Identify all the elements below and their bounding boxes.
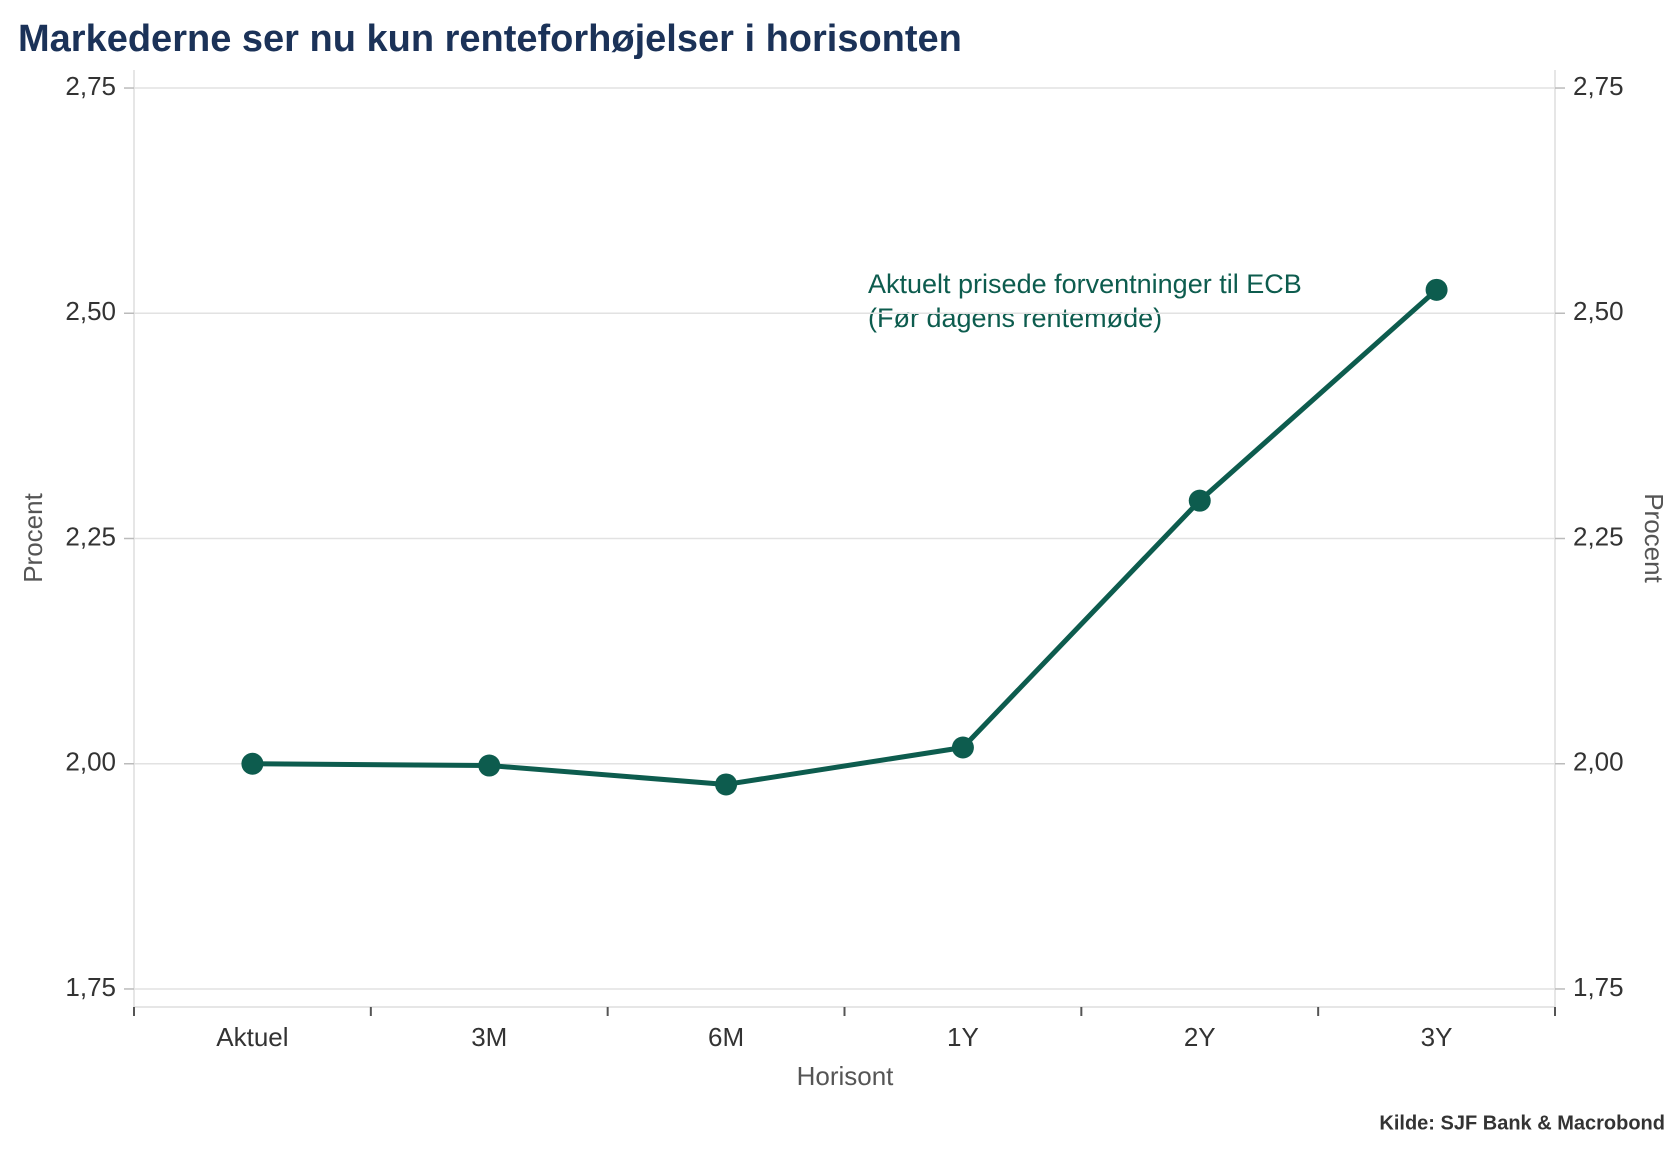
y2-tick-label: 1,75 [1573,972,1624,1002]
y-tick-label: 2,75 [65,71,116,101]
y-axis-label: Procent [18,492,48,582]
y2-tick-label: 2,75 [1573,71,1624,101]
data-point [241,752,264,775]
y2-tick-label: 2,50 [1573,296,1624,326]
x-tick-label: Aktuel [216,1022,288,1052]
data-point [1425,278,1448,301]
data-point [478,754,501,777]
y-tick-label: 2,50 [65,296,116,326]
x-tick-label: 6M [708,1022,744,1052]
annotation: (Før dagens rentemøde) [868,303,1162,333]
series-line [252,287,1439,787]
y2-tick-label: 2,00 [1573,747,1624,777]
source: Kilde: SJF Bank & Macrobond [1379,1112,1665,1134]
data-point [715,773,738,796]
x-tick-label: 3Y [1421,1022,1453,1052]
annotation: Aktuelt prisede forventninger til ECB [868,269,1302,299]
x-tick-label: 2Y [1184,1022,1216,1052]
y-tick-label: 1,75 [65,972,116,1002]
x-tick-label: 3M [471,1022,507,1052]
x-tick-label: 1Y [947,1022,979,1052]
x-axis-label: Horisont [797,1061,895,1091]
data-point [1188,489,1211,512]
y-tick-label: 2,25 [65,521,116,551]
chart-title: Markederne ser nu kun renteforhøjelser i… [18,18,962,60]
y2-axis-label: Procent [1639,493,1669,583]
data-point [951,736,974,759]
y2-tick-label: 2,25 [1573,521,1624,551]
y-tick-label: 2,00 [65,747,116,777]
